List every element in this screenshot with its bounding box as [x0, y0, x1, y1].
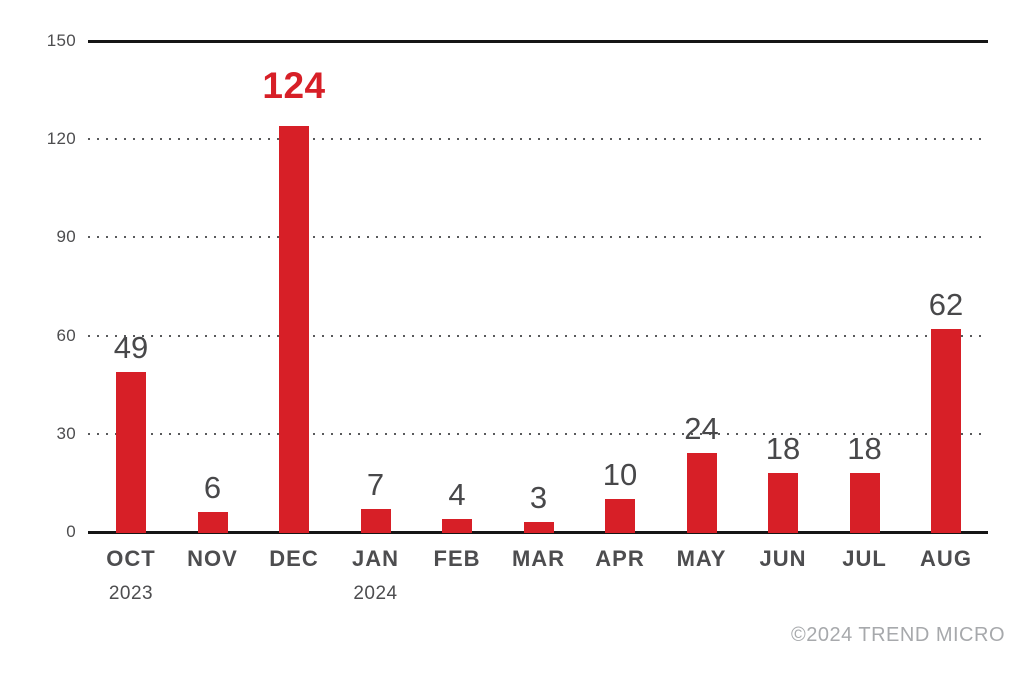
- x-axis-label-mar: MAR: [511, 546, 566, 571]
- x-axis-label-aug: AUG: [920, 546, 972, 571]
- x-axis-label-feb: FEB: [433, 546, 481, 571]
- y-axis-tick-label: 60: [56, 325, 76, 345]
- bar-apr: [605, 499, 635, 533]
- bar-value-label: 18: [847, 431, 882, 467]
- bar-value-label: 7: [366, 467, 385, 503]
- bar-dec: [279, 126, 309, 533]
- bar-value-label: 6: [203, 470, 222, 506]
- x-axis-label-dec: DEC: [269, 546, 319, 571]
- bar-oct: [116, 371, 146, 533]
- x-axis-label-jun: JUN: [759, 546, 807, 571]
- bar-value-label: 62: [928, 287, 964, 323]
- gridline-y30: [88, 432, 988, 435]
- bar-value-label: 124: [262, 65, 326, 107]
- bar-jul: [849, 473, 880, 533]
- gridline-y120: [88, 138, 988, 141]
- bar-aug: [931, 329, 961, 533]
- bar-may: [686, 453, 717, 533]
- gridline-y90: [88, 236, 988, 239]
- x-axis-label-nov: NOV: [187, 546, 238, 571]
- year-label-2023: 2023: [108, 583, 154, 604]
- x-axis-label-jul: JUL: [842, 546, 887, 571]
- year-label-2024: 2024: [353, 583, 398, 604]
- bar-value-label: 10: [602, 457, 638, 493]
- y-axis-tick-label: 120: [46, 129, 76, 149]
- axis-line-y150: [88, 39, 988, 43]
- bar-value-label: 4: [448, 476, 466, 512]
- gridline-y60: [88, 334, 988, 337]
- y-axis-tick-label: 150: [46, 31, 76, 50]
- x-axis-label-oct: OCT: [106, 546, 156, 571]
- x-axis-label-jan: JAN: [351, 546, 399, 571]
- bar-mar: [523, 522, 554, 533]
- bar-jan: [360, 509, 391, 533]
- x-axis-label-apr: APR: [595, 546, 645, 571]
- bar-value-label: 18: [765, 431, 801, 467]
- bar-value-label: 49: [113, 329, 149, 365]
- bar-nov: [197, 512, 228, 533]
- y-axis-tick-label: 90: [56, 227, 76, 247]
- copyright-text: ©2024 TREND MICRO: [790, 624, 1005, 646]
- y-axis-tick-label: 0: [66, 522, 76, 541]
- bar-value-label: 24: [684, 411, 719, 447]
- bar-jun: [768, 473, 798, 533]
- y-axis-tick-label: 30: [56, 423, 76, 443]
- x-axis-label-may: MAY: [676, 546, 727, 571]
- bar-value-label: 3: [529, 480, 548, 516]
- bar-feb: [442, 518, 472, 533]
